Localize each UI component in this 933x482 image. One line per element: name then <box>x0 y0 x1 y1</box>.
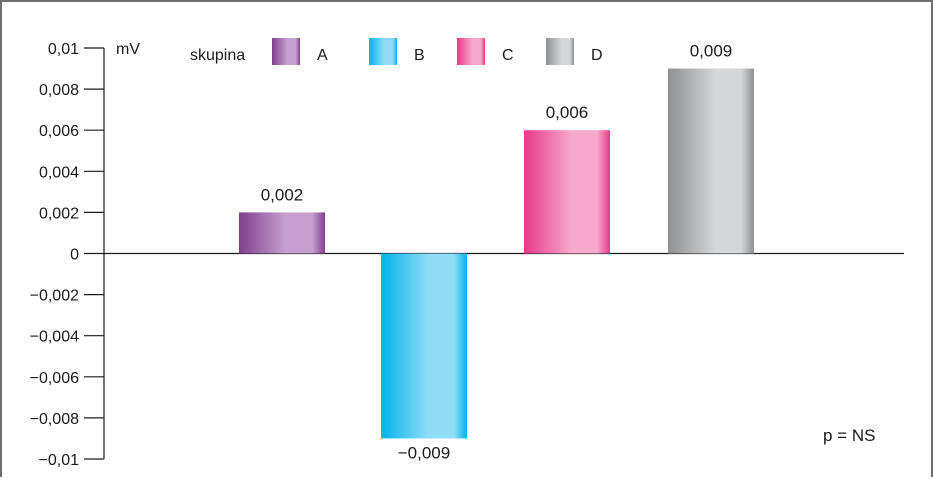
legend-swatch-d <box>546 38 574 65</box>
value-label-d: 0,009 <box>690 42 733 61</box>
y-tick-label: 0,01 <box>48 41 79 58</box>
y-tick-label: −0,01 <box>39 452 80 469</box>
value-label-b: −0,009 <box>398 443 450 462</box>
bars: 0,002 −0,009 0,006 0,009 <box>239 42 754 462</box>
y-tick-label: 0,008 <box>39 82 79 99</box>
bar-a <box>239 212 325 254</box>
y-tick-label: −0,006 <box>30 370 79 387</box>
y-tick-label: −0,004 <box>30 329 79 346</box>
legend-swatch-a <box>272 38 300 65</box>
legend-label-b: B <box>414 47 425 64</box>
y-tick-label: −0,008 <box>30 411 79 428</box>
bar-b <box>381 253 467 439</box>
y-tick-label: 0,004 <box>39 164 79 181</box>
y-unit-label: mV <box>116 41 140 58</box>
legend-swatch-c <box>457 38 485 65</box>
p-value-annotation: p = NS <box>823 426 875 445</box>
bar-c <box>524 130 610 254</box>
legend-title: skupina <box>190 47 245 64</box>
value-label-a: 0,002 <box>261 185 304 204</box>
legend-label-a: A <box>317 47 328 64</box>
y-tick-label: 0,006 <box>39 123 79 140</box>
legend-label-c: C <box>502 47 514 64</box>
value-label-c: 0,006 <box>546 103 589 122</box>
legend: skupina A B C D <box>190 38 603 65</box>
y-ticks: 0,01 0,008 0,006 0,004 0,002 0 −0,002 −0,004 −0,… <box>30 41 104 469</box>
y-tick-label: −0,002 <box>30 288 79 305</box>
legend-swatch-b <box>369 38 397 65</box>
y-tick-label: 0 <box>70 247 79 264</box>
y-tick-label: 0,002 <box>39 205 79 222</box>
bar-d <box>668 68 754 254</box>
legend-label-d: D <box>591 47 603 64</box>
